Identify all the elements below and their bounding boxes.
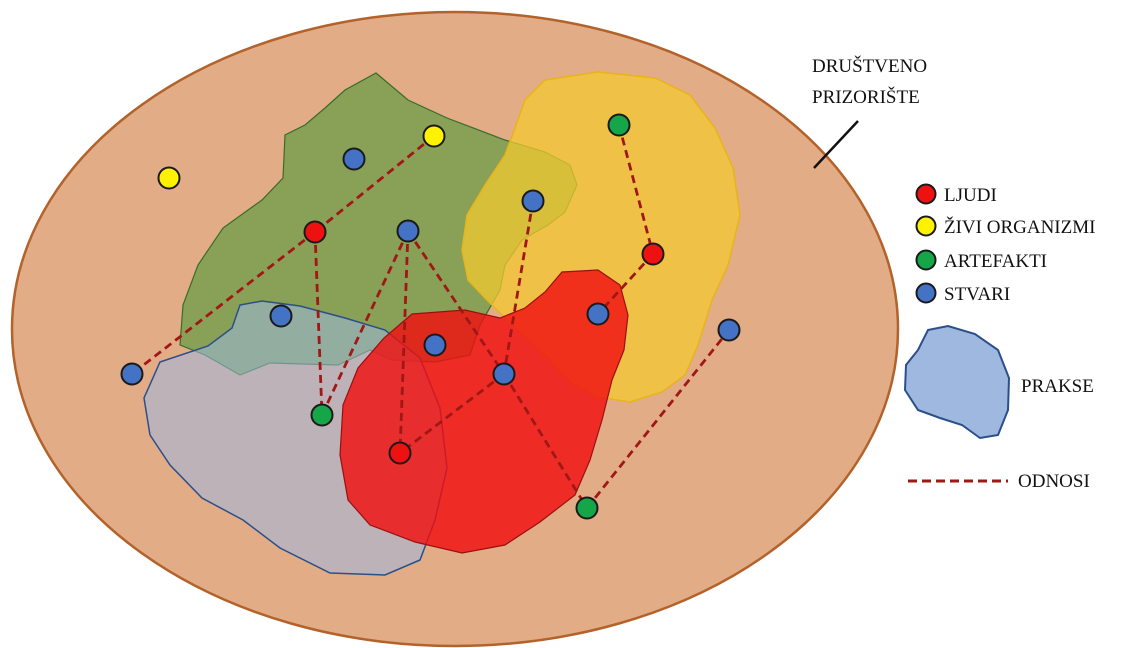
relation-line <box>398 230 410 454</box>
red-region <box>339 269 629 554</box>
thing-node <box>492 362 516 386</box>
artifact-node <box>310 403 334 427</box>
thing-node <box>717 318 741 342</box>
artifact-node <box>607 113 631 137</box>
thing-node <box>521 189 545 213</box>
relation-line <box>596 253 655 315</box>
thing-node <box>342 147 366 171</box>
nodes <box>120 113 741 520</box>
person-node <box>388 441 412 465</box>
person-node <box>641 242 665 266</box>
scene-label-pointer <box>813 120 859 169</box>
legend-artifact-swatch <box>915 249 937 271</box>
legend-living-organism-swatch <box>915 215 937 237</box>
relation-lines <box>131 124 731 509</box>
relation-line <box>320 230 410 416</box>
person-node <box>303 220 327 244</box>
relation-line <box>399 372 505 455</box>
legend-person-swatch <box>915 183 937 205</box>
thing-node <box>120 362 144 386</box>
thing-node <box>586 302 610 326</box>
legend-label-odnosi: ODNOSI <box>1018 471 1090 492</box>
relation-line <box>406 230 506 375</box>
scene-label-line-2: PRIZORIŠTE <box>812 86 920 108</box>
thing-node <box>396 219 420 243</box>
relation-line <box>617 124 655 255</box>
living-organism-node <box>157 166 181 190</box>
relation-line <box>313 231 324 416</box>
relation-line <box>585 329 731 509</box>
scene-label-line-1: DRUŠTVENO <box>812 55 927 77</box>
relation-line <box>502 200 535 375</box>
legend-label-prakse: PRAKSE <box>1021 376 1094 397</box>
legend-label-zivi-organizmi: ŽIVI ORGANIZMI <box>944 216 1095 238</box>
thing-node <box>269 304 293 328</box>
artifact-node <box>575 496 599 520</box>
thing-node <box>423 333 447 357</box>
legend-practice-swatch <box>903 324 1011 440</box>
legend-label-artefakti: ARTEFAKTI <box>944 251 1047 272</box>
legend-thing-swatch <box>915 282 937 304</box>
legend-label-stvari: STVARI <box>944 284 1010 305</box>
living-organism-node <box>422 124 446 148</box>
relation-line <box>502 373 589 509</box>
legend-label-ljudi: LJUDI <box>944 185 997 206</box>
legend: LJUDI ŽIVI ORGANIZMI ARTEFAKTI STVARI PR… <box>903 183 1095 492</box>
